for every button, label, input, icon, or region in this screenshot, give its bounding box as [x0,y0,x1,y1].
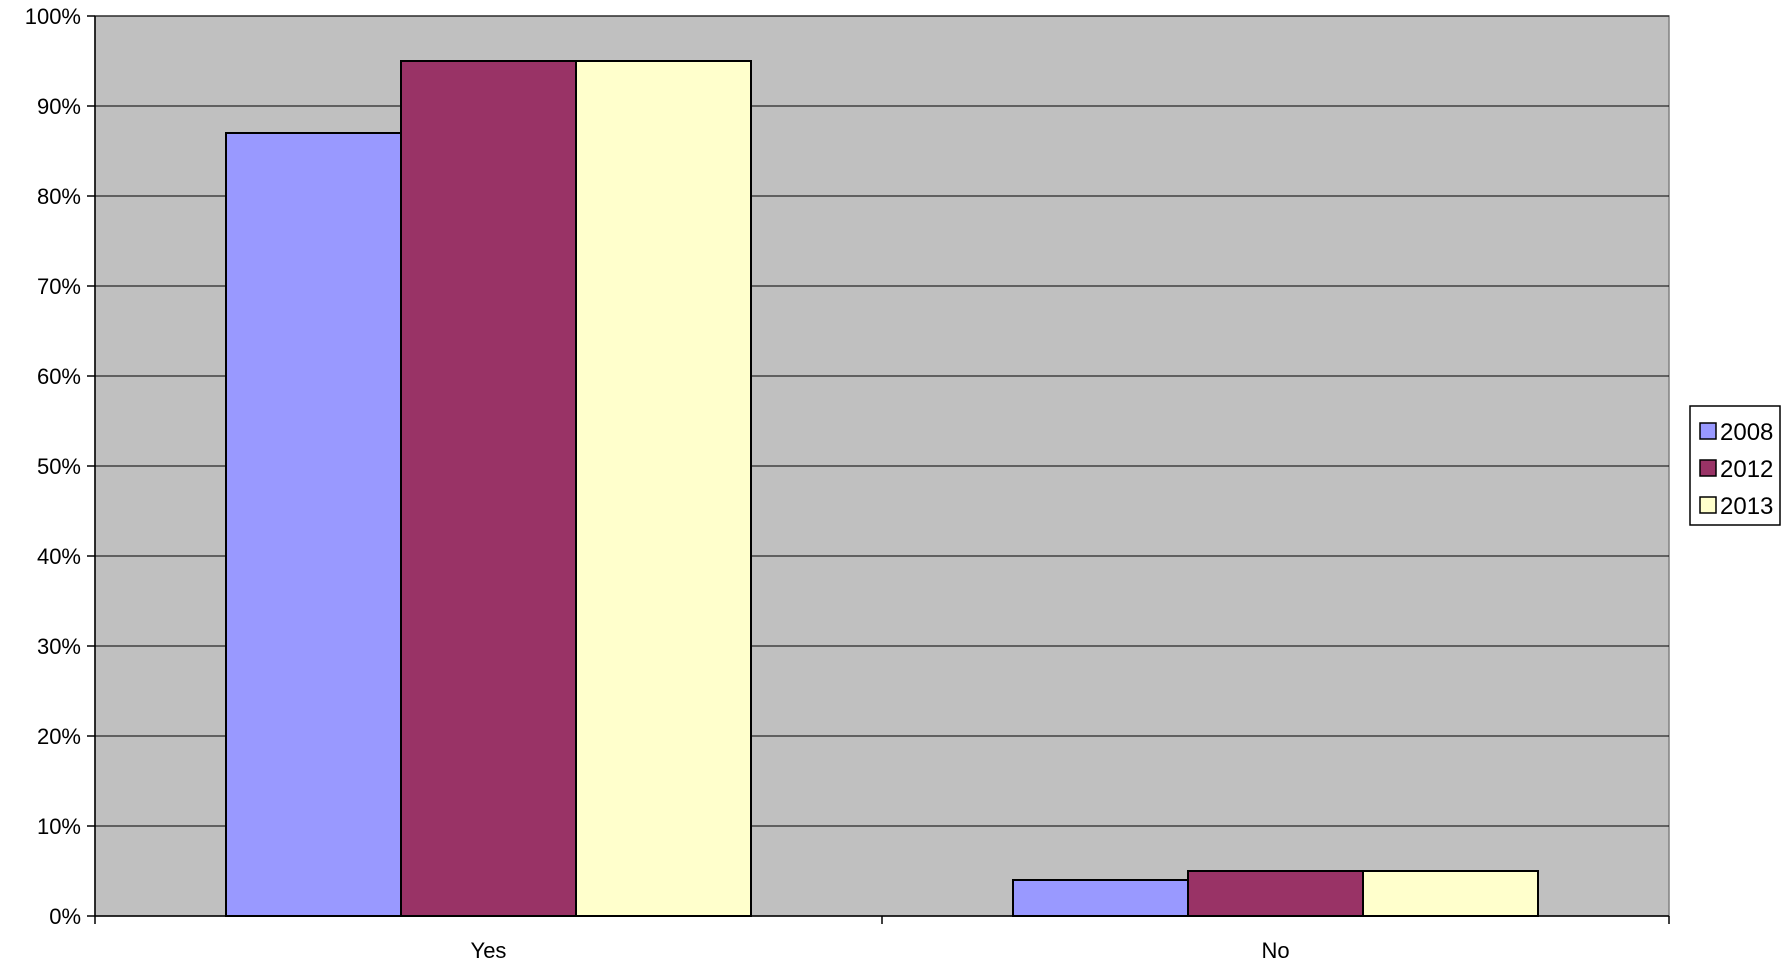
x-tick-label-no: No [1261,938,1289,963]
legend-label-2012: 2012 [1720,456,1773,483]
bar-yes-2012 [400,60,577,917]
bar-no-2013 [1362,870,1539,917]
legend-swatch-2008 [1699,422,1717,440]
y-tick-label: 60% [37,364,81,389]
y-tick-label: 10% [37,814,81,839]
legend-label-2008: 2008 [1720,419,1773,446]
y-tick-label: 30% [37,634,81,659]
legend-swatch-2013 [1699,496,1717,514]
bar-yes-2008 [225,132,402,917]
y-tick-label: 40% [37,544,81,569]
y-tick-label: 80% [37,184,81,209]
x-tick-label-yes: Yes [471,938,507,963]
y-tick-label: 70% [37,274,81,299]
y-tick-label: 50% [37,454,81,479]
y-tick-label: 100% [25,4,81,29]
y-tick-label: 20% [37,724,81,749]
bar-no-2012 [1187,870,1364,917]
axes: 0% 10% 20% 30% 40% 50% 60% 70% 80% 90% 100% Yes No [25,4,1670,963]
y-tick-label: 90% [37,94,81,119]
bar-yes-2013 [575,60,752,917]
legend: 2008 2012 2013 [1689,405,1781,526]
y-tick-label: 0% [49,904,81,929]
legend-swatch-2012 [1699,459,1717,477]
bar-no-2008 [1012,879,1189,917]
legend-label-2013: 2013 [1720,493,1773,520]
